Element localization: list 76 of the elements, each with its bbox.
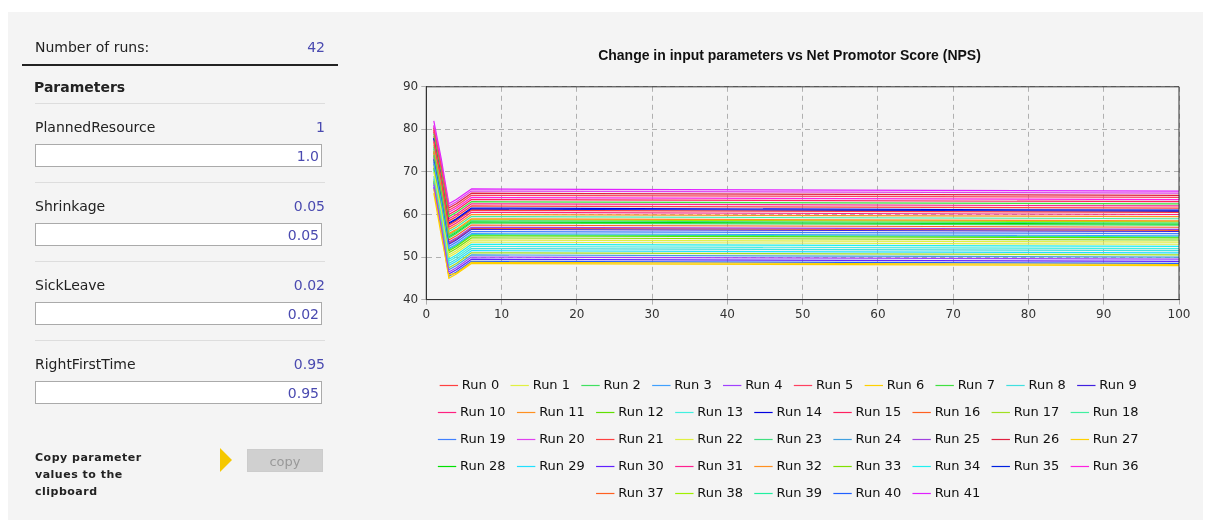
legend-label: Run 10: [460, 403, 506, 419]
y-tick-label: 90: [402, 78, 419, 93]
text: 0.05: [293, 198, 325, 214]
legend-label: Run 8: [1028, 376, 1066, 392]
legend-label: Run 34: [934, 457, 981, 473]
text: RightFirstTime: [35, 356, 136, 372]
legend-label: Run 16: [934, 403, 981, 419]
y-tick-label: 60: [402, 206, 419, 221]
legend-label: Run 6: [886, 376, 925, 392]
legend-label: Run 25: [934, 430, 981, 446]
legend-label: Run 11: [539, 403, 585, 419]
y-tick-label: 80: [402, 121, 419, 136]
x-tick-label: 90: [1096, 306, 1112, 321]
legend-label: Run 21: [618, 430, 664, 446]
x-tick-label: 10: [493, 306, 510, 321]
text: SickLeave: [35, 277, 106, 293]
x-tick-label: 0: [422, 306, 431, 321]
legend-label: Run 12: [618, 403, 664, 419]
y-tick-label: 40: [402, 291, 419, 306]
y-tick-label: 50: [402, 249, 419, 264]
text: Shrinkage: [35, 198, 106, 214]
x-tick-label: 60: [870, 306, 886, 321]
legend-label: Run 37: [618, 484, 664, 500]
legend-label: Run 9: [1099, 376, 1137, 392]
legend-label: Run 1: [532, 376, 571, 392]
text: Parameters: [34, 79, 126, 95]
legend-label: Run 28: [460, 457, 506, 473]
legend-label: Run 18: [1092, 403, 1139, 419]
x-tick-label: 80: [1020, 306, 1037, 321]
legend-label: Run 39: [776, 484, 823, 500]
text: PlannedResource: [35, 119, 156, 135]
legend-label: Run 38: [697, 484, 743, 500]
legend-label: Run 20: [539, 430, 585, 446]
x-tick-label: 100: [1167, 306, 1191, 321]
legend-label: Run 13: [697, 403, 743, 419]
x-tick-label: 40: [719, 306, 735, 321]
legend-label: Run 27: [1092, 430, 1139, 446]
legend-label: Run 23: [776, 430, 823, 446]
legend-label: Run 26: [1013, 430, 1060, 446]
text: 42: [307, 39, 325, 55]
legend-label: Run 5: [816, 376, 854, 392]
x-tick-label: 50: [794, 306, 811, 321]
legend-label: Run 41: [934, 484, 981, 500]
legend-label: Run 7: [957, 376, 995, 392]
text: 1: [316, 119, 325, 135]
legend-label: Run 2: [603, 376, 641, 392]
text: Number of runs:: [35, 39, 150, 55]
legend-label: Run 3: [674, 376, 712, 392]
legend-label: Run 0: [461, 376, 500, 392]
x-tick-label: 30: [644, 306, 660, 321]
legend-label: Run 36: [1092, 457, 1139, 473]
legend-label: Run 4: [745, 376, 783, 392]
text: 0.02: [293, 277, 325, 293]
x-tick-label: 70: [945, 306, 961, 321]
legend-label: Run 31: [697, 457, 743, 473]
legend-label: Run 22: [697, 430, 743, 446]
text: 0.05: [35, 223, 322, 246]
y-tick-label: 70: [402, 164, 419, 179]
legend-label: Run 19: [460, 430, 506, 446]
legend-label: Run 29: [539, 457, 585, 473]
legend-label: Run 17: [1013, 403, 1060, 419]
x-tick-label: 20: [569, 306, 585, 321]
text: 0.02: [35, 302, 322, 325]
legend-label: Run 35: [1013, 457, 1060, 473]
legend-label: Run 24: [855, 430, 902, 446]
legend-label: Run 40: [855, 484, 902, 500]
chart-title: Change in input parameters vs Net Promotor Score (NPS): [598, 47, 981, 64]
legend-label: Run 33: [855, 457, 902, 473]
legend-label: Run 30: [618, 457, 664, 473]
text: Copy parameter values to the clipboard: [35, 450, 143, 500]
legend-label: Run 15: [855, 403, 902, 419]
legend-label: Run 14: [776, 403, 823, 419]
text: 0.95: [293, 356, 325, 372]
legend-label: Run 32: [776, 457, 823, 473]
text: 1.0: [35, 144, 322, 167]
text: 0.95: [35, 381, 322, 404]
